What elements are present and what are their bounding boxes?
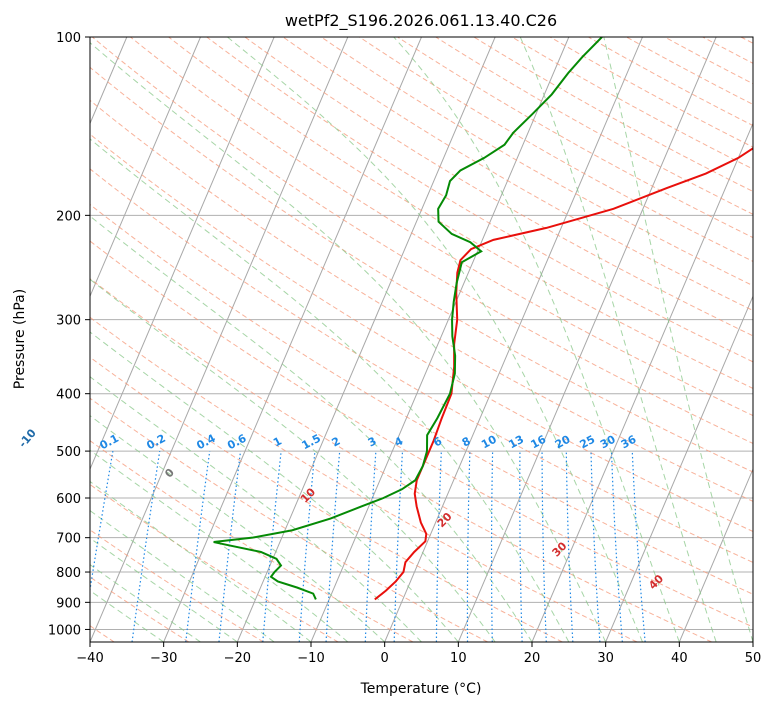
y-axis: 100 200 300 400 500 600 700 800 900 1000: [48, 31, 90, 638]
y-tick-label: 600: [56, 492, 81, 507]
moist-adiabat-line: [90, 138, 570, 642]
moist-adiabat-line: [90, 509, 275, 642]
moist-adiabat-line: [90, 590, 164, 642]
isotherm-line: [531, 122, 753, 642]
y-tick-label: 1000: [48, 623, 81, 638]
isotherm-line: [90, 37, 275, 471]
moist-adiabat-line: [90, 480, 312, 642]
dewpoint-profile: [213, 37, 603, 600]
dry-adiabat-line: [359, 37, 753, 262]
mixing-ratio-label: 13: [506, 433, 526, 452]
dry-adiabat-line: [90, 529, 264, 642]
moist-adiabat-line: [90, 537, 238, 642]
dry-adiabat-line: [320, 37, 753, 287]
plot-background: [90, 37, 753, 642]
line-labels: 0.10.20.40.611.52346810131620253036-100-…: [16, 426, 666, 592]
y-tick-label: 300: [56, 314, 81, 329]
x-tick-label: −30: [150, 651, 177, 666]
dry-adiabat-line: [90, 440, 414, 642]
temperature-profile: [374, 147, 753, 601]
mixing-ratio-label: 25: [578, 433, 598, 452]
mixing-ratio-line: [185, 451, 211, 642]
dry-adiabat-line: [206, 37, 753, 363]
moist-adiabat-line: [90, 415, 386, 642]
y-tick-label: 900: [56, 596, 81, 611]
isotherm-line: [384, 37, 643, 642]
isotherm-line: [163, 37, 422, 642]
moist-adiabat-line: [90, 564, 201, 642]
dry-adiabat-line: [90, 278, 712, 642]
isotherm-line: [678, 467, 753, 642]
sounding-profiles: [213, 37, 753, 601]
x-axis: −40 −30 −20 −10 0 10 20 30 40 50: [76, 642, 761, 666]
mixing-ratio-label: 30: [598, 433, 618, 452]
moist-adiabat-line: [393, 37, 680, 642]
isotherm-line: [90, 37, 201, 298]
moist-adiabat-line: [519, 37, 717, 642]
dry-adiabat-line: [90, 240, 753, 628]
dry-adiabats: [90, 37, 753, 642]
moist-adiabat-line: [90, 331, 459, 642]
moist-adiabats: [90, 37, 753, 642]
x-tick-label: −40: [76, 651, 103, 666]
mixing-ratio-label: 10: [479, 433, 499, 452]
y-tick-label: 700: [56, 532, 81, 547]
x-tick-label: 30: [597, 651, 614, 666]
moist-adiabat-line: [90, 42, 607, 642]
x-tick-label: −20: [224, 651, 251, 666]
plot-frame: [89, 36, 754, 643]
moist-adiabat-line: [603, 37, 753, 642]
isotherm-line: [605, 295, 753, 642]
dry-adiabat-line: [90, 66, 753, 473]
dry-adiabat-line: [130, 37, 753, 417]
dry-adiabat-line: [473, 37, 753, 193]
y-axis-title: Pressure (hPa): [12, 289, 28, 389]
mixing-ratio-line: [90, 450, 114, 594]
mixing-ratio-label: 36: [619, 433, 639, 452]
x-tick-label: −10: [297, 651, 324, 666]
moist-adiabat-line: [227, 37, 643, 642]
mixing-ratio-lines: [90, 450, 646, 642]
y-tick-label: 200: [56, 209, 81, 224]
dry-adiabat-label: -10: [16, 426, 39, 450]
chart-title: wetPf2_S196.2026.061.13.40.C26: [285, 11, 557, 31]
dry-adiabat-line: [244, 37, 753, 337]
isobar-gridlines: [90, 37, 753, 630]
moist-adiabat-line: [90, 278, 496, 642]
mixing-ratio-label: 20: [553, 433, 573, 452]
mixing-ratio-label: 16: [529, 433, 549, 452]
dry-adiabat-line: [90, 133, 753, 533]
dry-adiabat-line: [90, 168, 753, 563]
isotherm-line: [457, 37, 717, 642]
x-tick-label: 50: [745, 651, 762, 666]
y-tick-label: 800: [56, 566, 81, 581]
x-tick-label: 20: [524, 651, 541, 666]
dry-adiabat-line: [511, 37, 753, 170]
dry-adiabat-line: [90, 99, 753, 502]
x-tick-label: 0: [381, 651, 389, 666]
isotherm-line: [236, 37, 496, 642]
dry-adiabat-line: [90, 203, 753, 595]
y-tick-label: 500: [56, 445, 81, 460]
x-tick-label: 40: [671, 651, 688, 666]
y-tick-label: 100: [56, 31, 81, 46]
x-axis-title: Temperature (°C): [360, 681, 482, 697]
mixing-ratio-line: [131, 451, 161, 642]
y-tick-label: 400: [56, 388, 81, 403]
x-tick-label: 10: [450, 651, 467, 666]
mixing-ratio-line: [218, 451, 242, 642]
isotherm-line: [752, 640, 753, 642]
